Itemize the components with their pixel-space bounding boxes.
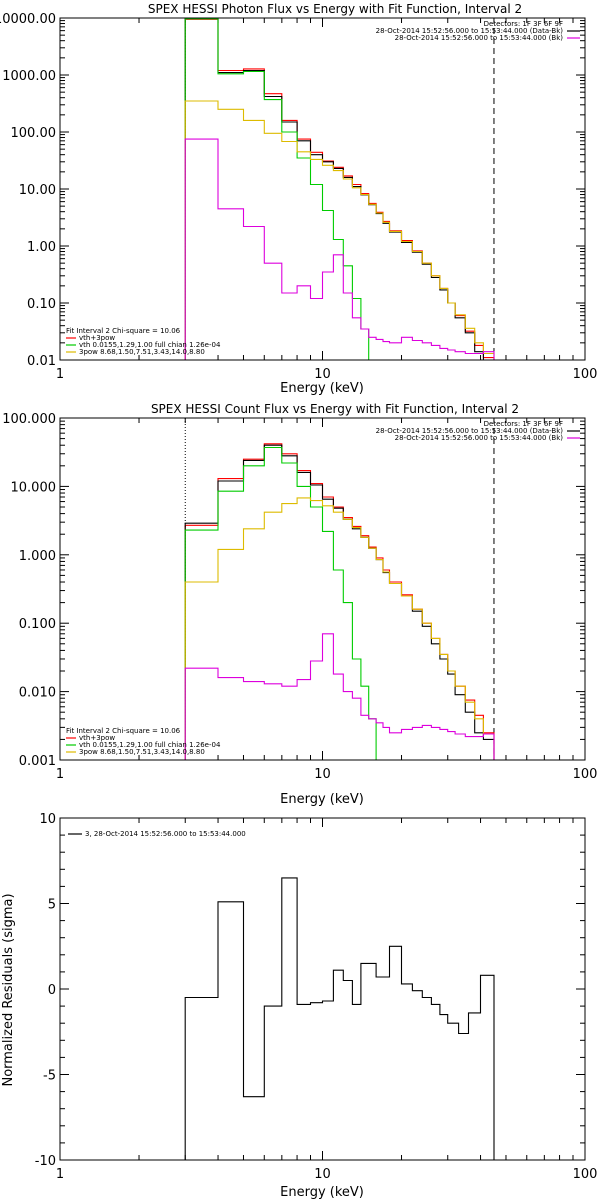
y-tick-label: 0.100 (19, 617, 56, 632)
y-tick-label: 1.000 (19, 549, 56, 564)
count-flux-panel: SPEX HESSI Count Flux vs Energy with Fit… (2, 402, 597, 807)
chart-title: SPEX HESSI Photon Flux vs Energy with Fi… (148, 2, 522, 16)
y-tick-label: 10 (39, 812, 56, 827)
series-4-line (184, 633, 495, 760)
3pow-line (184, 497, 495, 760)
legend-entry-label: 28-Oct-2014 15:52:56.000 to 15:53:44.000… (395, 434, 564, 442)
y-tick-label: 10.000 (11, 480, 57, 495)
x-tick-label: 1 (56, 367, 64, 382)
legend-entry-label: vth+3pow (79, 334, 115, 342)
reference-lines (184, 418, 495, 760)
x-tick-label: 1 (56, 1167, 64, 1182)
legend-entry-label: vth+3pow (79, 734, 115, 742)
y-tick-label: 1.00 (27, 240, 56, 255)
y-tick-label: 0.010 (19, 686, 56, 701)
legend-entry-label: 28-Oct-2014 15:52:56.000 to 15:53:44.000… (376, 427, 564, 435)
x-tick-label: 10 (314, 1167, 331, 1182)
y-tick-label: 5 (48, 898, 56, 913)
y-tick-label: 0.01 (27, 354, 56, 369)
plot-frame (59, 417, 586, 761)
y-tick-label: 100.000 (2, 412, 56, 427)
legend-entry-label: 3pow 8.68,1.50,7.51,3.43,14.0,8.80 (79, 748, 205, 756)
legend-entry-label: 3, 28-Oct-2014 15:52:56.000 to 15:53:44.… (85, 830, 246, 838)
series-group (184, 17, 495, 361)
y-tick-label: -5 (43, 1069, 56, 1084)
legend-entry-label: Detectors: 1F 3F 6F 9F (484, 20, 563, 28)
y-tick-label: 10000.00 (0, 12, 56, 27)
legend-entry-label: Fit Interval 2 Chi-square = 10.06 (66, 727, 181, 735)
x-tick-label: 1 (56, 767, 64, 782)
vth-3pow-line (184, 18, 495, 360)
x-tick-label: 100 (573, 1167, 598, 1182)
reference-lines (184, 18, 495, 360)
legend-bottom-left: Fit Interval 2 Chi-square = 10.06vth+3po… (66, 327, 221, 356)
x-axis-title: Energy (keV) (280, 1185, 364, 1200)
x-axis-title: Energy (keV) (280, 381, 364, 396)
series-1-line (184, 444, 495, 760)
legend-entry-label: 28-Oct-2014 15:52:56.000 to 15:53:44.000… (376, 27, 564, 35)
y-tick-label: -10 (35, 1154, 56, 1169)
tick-labels: 1 10 100 10000.00 1000.00 100.00 10.00 1.00 0.10… (0, 12, 597, 382)
plot-frame (59, 817, 586, 1161)
series-group (184, 443, 495, 761)
series-group (184, 877, 495, 1160)
plot-frame (59, 17, 586, 361)
x-tick-label: 10 (314, 767, 331, 782)
y-tick-label: 100.00 (11, 126, 57, 141)
series-4-line (184, 138, 495, 360)
x-axis-title: Energy (keV) (280, 792, 364, 807)
series-1-line (184, 17, 494, 361)
legend-bottom-left: Fit Interval 2 Chi-square = 10.06vth+3po… (66, 727, 221, 756)
legend-entry-label: vth 0.0155,1.29,1.00 full chian 1.26e-04 (79, 341, 221, 349)
tick-labels: 1 10 100 10 5 0 -5 -10 (35, 812, 598, 1182)
tick-labels: 1 10 100 100.000 10.000 1.000 0.100 0.010 0.001 (2, 412, 597, 782)
x-tick-label: 10 (314, 367, 331, 382)
x-tick-label: 100 (573, 767, 598, 782)
legend-entry-label: Fit Interval 2 Chi-square = 10.06 (66, 327, 181, 335)
y-tick-label: 0 (48, 983, 56, 998)
y-tick-label: 0.10 (27, 297, 56, 312)
legend-entry-label: Detectors: 1F 3F 6F 9F (484, 420, 563, 428)
chart-title: SPEX HESSI Count Flux vs Energy with Fit… (151, 402, 519, 416)
legend-entry-label: 28-Oct-2014 15:52:56.000 to 15:53:44.000… (395, 34, 564, 42)
y-tick-label: 10.00 (19, 183, 56, 198)
y-axis-title: Normalized Residuals (sigma) (1, 893, 16, 1086)
photon-flux-panel: SPEX HESSI Photon Flux vs Energy with Fi… (0, 2, 597, 396)
3pow-line (184, 100, 495, 360)
y-tick-label: 1000.00 (2, 69, 56, 84)
3-28-oct-2014-15-52-56-000-to-15-53-44-000-line (184, 877, 495, 1160)
y-tick-label: 0.001 (19, 754, 56, 769)
x-tick-label: 100 (573, 367, 598, 382)
vth-line (184, 446, 494, 761)
residuals-panel: 1 10 100 10 5 0 -5 -10 3, 28-Oct-2014 15:52:56.… (1, 812, 597, 1200)
legend-entry-label: vth 0.0155,1.29,1.00 full chian 1.26e-04 (79, 741, 221, 749)
legend-top-left: 3, 28-Oct-2014 15:52:56.000 to 15:53:44.… (68, 830, 246, 838)
legend-entry-label: 3pow 8.68,1.50,7.51,3.43,14.0,8.80 (79, 348, 205, 356)
